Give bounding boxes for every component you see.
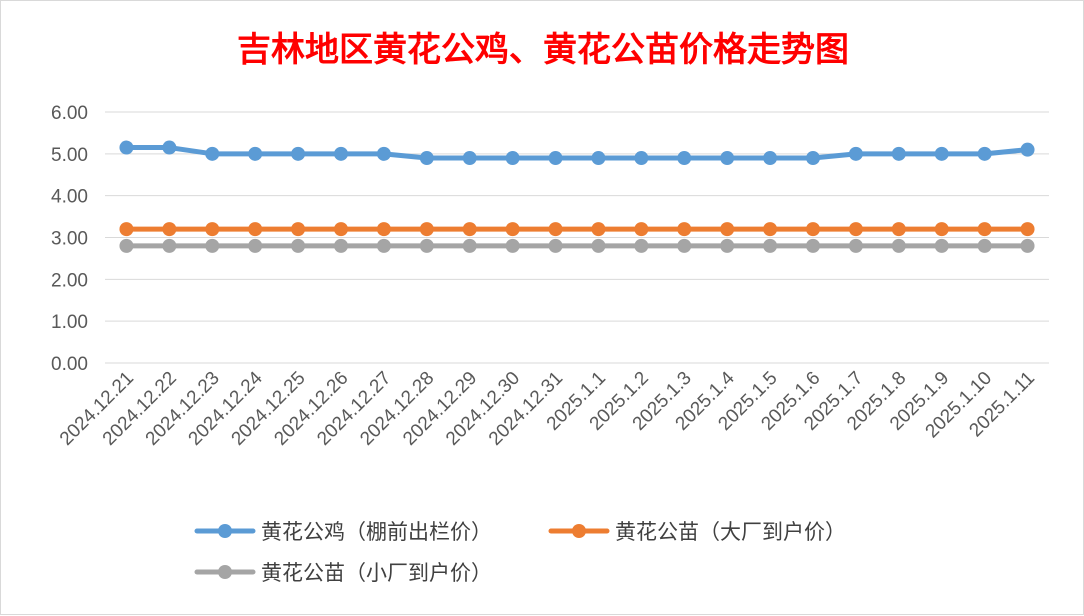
data-point xyxy=(419,222,434,237)
legend-label: 黄花公苗（小厂到户价） xyxy=(261,561,492,585)
series-1 xyxy=(119,140,1035,166)
data-point xyxy=(291,238,306,253)
data-point xyxy=(677,222,692,237)
legend-label: 黄花公鸡（棚前出栏价） xyxy=(261,520,492,544)
data-point xyxy=(848,146,863,161)
x-axis: 2024.12.212024.12.222024.12.232024.12.24… xyxy=(56,367,1039,449)
data-point xyxy=(334,222,348,237)
legend-swatch-marker xyxy=(218,524,232,538)
data-point xyxy=(248,146,263,161)
data-point xyxy=(248,222,263,237)
data-point xyxy=(462,222,477,237)
data-point xyxy=(591,238,606,253)
data-point xyxy=(934,238,949,253)
data-point xyxy=(419,238,434,253)
data-point xyxy=(1020,222,1035,237)
data-point xyxy=(376,238,391,253)
data-point xyxy=(119,238,134,253)
data-point xyxy=(548,222,563,237)
y-axis: 0.00 1.00 2.00 3.00 4.00 5.00 6.00 xyxy=(51,103,88,375)
legend-swatch-marker xyxy=(572,524,586,538)
data-point xyxy=(548,151,563,166)
y-tick-label: 2.00 xyxy=(51,270,88,291)
grid-lines xyxy=(105,111,1049,364)
data-point xyxy=(891,238,906,253)
data-point xyxy=(205,238,220,253)
legend-item: 黄花公苗（大厂到户价） xyxy=(548,520,846,544)
series-line xyxy=(123,145,1031,161)
data-point xyxy=(720,151,735,166)
data-point xyxy=(462,151,477,166)
data-point xyxy=(162,140,177,155)
chart-title: 吉林地区黄花公鸡、黄花公苗价格走势图 xyxy=(237,30,849,70)
data-point xyxy=(505,238,520,253)
data-point xyxy=(634,238,649,253)
legend-item: 黄花公苗（小厂到户价） xyxy=(194,561,492,585)
series-3 xyxy=(119,238,1035,253)
data-point xyxy=(763,238,778,253)
data-point xyxy=(977,222,992,237)
data-point xyxy=(848,238,863,253)
data-point xyxy=(977,238,992,253)
legend-item: 黄花公鸡（棚前出栏价） xyxy=(194,520,492,544)
data-point xyxy=(806,238,820,253)
data-point xyxy=(162,222,177,237)
data-point xyxy=(119,222,134,237)
data-point xyxy=(634,151,649,166)
data-point xyxy=(505,151,520,166)
data-point xyxy=(677,151,692,166)
y-tick-label: 3.00 xyxy=(51,229,88,250)
y-tick-label: 6.00 xyxy=(51,103,88,124)
data-point xyxy=(763,222,778,237)
data-point xyxy=(548,238,563,253)
data-point xyxy=(205,222,220,237)
y-tick-label: 5.00 xyxy=(51,145,88,166)
data-point xyxy=(376,222,391,237)
data-point xyxy=(248,238,263,253)
data-point xyxy=(376,146,391,161)
series-group xyxy=(119,140,1035,253)
data-point xyxy=(891,222,906,237)
data-point xyxy=(591,151,606,166)
data-point xyxy=(891,146,906,161)
data-point xyxy=(162,238,177,253)
y-tick-label: 0.00 xyxy=(51,354,88,375)
data-point xyxy=(806,222,820,237)
data-point xyxy=(763,151,778,166)
data-point xyxy=(720,238,735,253)
legend: 黄花公鸡（棚前出栏价） 黄花公苗（大厂到户价） 黄花公苗（小厂到户价） xyxy=(194,520,846,585)
series-2 xyxy=(119,222,1035,237)
data-point xyxy=(634,222,649,237)
data-point xyxy=(505,222,520,237)
legend-swatch-marker xyxy=(218,565,232,579)
data-point xyxy=(806,151,820,166)
data-point xyxy=(848,222,863,237)
data-point xyxy=(291,222,306,237)
data-point xyxy=(720,222,735,237)
data-point xyxy=(1020,142,1035,157)
data-point xyxy=(291,146,306,161)
legend-label: 黄花公苗（大厂到户价） xyxy=(615,520,846,544)
data-point xyxy=(119,140,134,155)
data-point xyxy=(1020,238,1035,253)
data-point xyxy=(591,222,606,237)
data-point xyxy=(205,146,220,161)
y-tick-label: 1.00 xyxy=(51,312,88,333)
data-point xyxy=(334,146,348,161)
data-point xyxy=(419,151,434,166)
y-tick-label: 4.00 xyxy=(51,187,88,208)
data-point xyxy=(677,238,692,253)
data-point xyxy=(934,222,949,237)
data-point xyxy=(462,238,477,253)
data-point xyxy=(334,238,348,253)
data-point xyxy=(934,146,949,161)
data-point xyxy=(977,146,992,161)
